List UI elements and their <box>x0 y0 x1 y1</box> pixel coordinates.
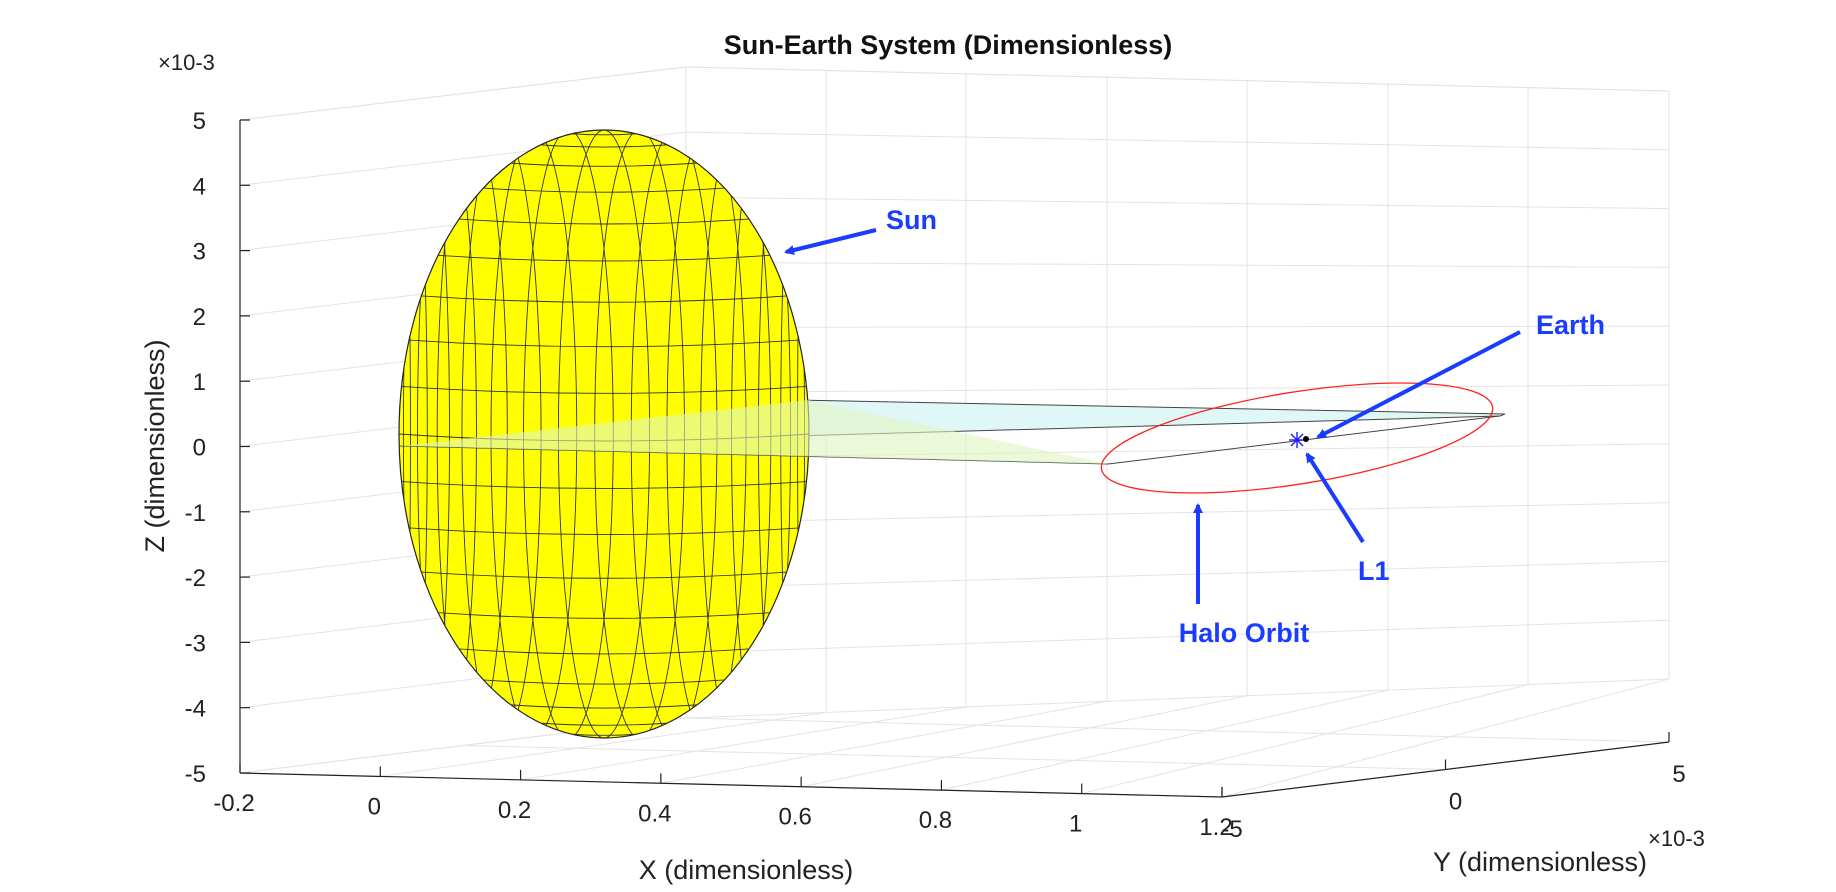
sun-parallel <box>401 385 807 394</box>
y-axis-label: Y (dimensionless) <box>1433 847 1647 877</box>
floor-grid-line <box>1081 684 1529 795</box>
z-tick-label: 2 <box>193 304 206 331</box>
sun-parallel <box>421 295 787 303</box>
z-tick-label: 4 <box>193 173 206 200</box>
ecliptic-plane-front <box>400 400 1108 464</box>
z-tick-label: -5 <box>185 761 206 788</box>
x-tick-label: 1.2 <box>1199 814 1232 841</box>
floor-grid-line <box>462 745 1446 770</box>
z-tick-label: 3 <box>193 239 206 266</box>
x-tick-label: -0.2 <box>213 790 254 817</box>
chart-title: Sun-Earth System (Dimensionless) <box>724 30 1173 60</box>
annotation-earth: Earth <box>1536 310 1605 340</box>
sun-parallel <box>459 218 749 225</box>
x-tick-label: 0 <box>368 793 381 820</box>
sun-parallel <box>571 133 637 136</box>
floor-grid-line <box>520 706 967 781</box>
annotations: Sun Earth L1 Halo Orbit <box>784 205 1605 648</box>
x-tick-label: 0.4 <box>638 800 671 827</box>
z-tick-label: 5 <box>193 108 206 135</box>
floor-grid-line <box>685 717 1670 743</box>
sun-parallel <box>483 187 725 193</box>
annotation-sun: Sun <box>886 205 937 235</box>
z-tick-label: -4 <box>185 696 206 723</box>
sun-meridian <box>399 130 411 738</box>
sun-parallel <box>510 704 698 709</box>
sun-parallel <box>510 162 698 167</box>
sun-parallel <box>438 254 770 262</box>
floor-grid-line <box>941 689 1389 791</box>
z-tick-label: 0 <box>193 435 206 462</box>
sun-parallel <box>483 679 725 685</box>
box-edge <box>685 66 1670 92</box>
annotation-l1: L1 <box>1358 556 1390 586</box>
z-grid-line <box>685 678 1670 719</box>
l1-marker <box>1289 432 1305 448</box>
earth-arrow <box>1316 330 1521 439</box>
x-tick-label: 0.2 <box>498 797 531 824</box>
z-grid-line <box>685 384 1670 393</box>
x-axis-label: X (dimensionless) <box>639 855 854 885</box>
sun-parallel <box>540 722 668 726</box>
x-tick-label: 1 <box>1069 811 1082 838</box>
l1-arrow <box>1305 452 1365 544</box>
z-axis-label: Z (dimensionless) <box>140 339 170 552</box>
z-grid-line <box>685 325 1670 328</box>
sun-arrow <box>784 228 877 255</box>
sun-parallel <box>571 733 637 736</box>
axes-box <box>685 67 1670 718</box>
sun-parallel <box>438 612 770 619</box>
z-tick-label: -2 <box>185 565 206 592</box>
z-tick-label: 1 <box>193 369 206 396</box>
box-edge <box>239 66 687 121</box>
sun-parallel <box>421 571 787 579</box>
z-grid-line <box>685 196 1670 210</box>
z-axis-exponent: ×10-3 <box>158 50 215 75</box>
sun-meridian <box>417 130 477 738</box>
z-tick-label: -1 <box>185 500 206 527</box>
z-grid-line <box>685 261 1670 268</box>
x-axis-line <box>239 772 1223 798</box>
y-axis-exponent: ×10-3 <box>1648 826 1705 851</box>
sun-parallel <box>409 527 799 536</box>
sun-meridian <box>399 130 428 738</box>
earth-marker <box>1303 436 1309 442</box>
z-grid-line <box>685 560 1670 589</box>
sun-parallel <box>540 144 668 148</box>
y-tick-label: -5 <box>1221 816 1242 843</box>
z-tick-label: -3 <box>185 630 206 657</box>
z-grid-line <box>685 131 1670 151</box>
floor-grid-line <box>380 711 827 777</box>
sun-parallel <box>401 481 807 489</box>
z-grid-line <box>685 619 1670 654</box>
floor-grid-line <box>1221 678 1670 798</box>
floor-grid-line <box>660 700 1108 784</box>
halo-orbit <box>1100 382 1494 494</box>
y-tick-label: 5 <box>1672 761 1685 788</box>
sun-parallel <box>409 339 799 348</box>
y-tick-label: 0 <box>1449 789 1462 816</box>
floor-grid-line <box>801 695 1248 788</box>
z-grid-line <box>685 502 1670 524</box>
annotation-halo-orbit: Halo Orbit <box>1179 618 1310 648</box>
x-tick-label: 0.6 <box>778 804 811 831</box>
sun-parallel <box>459 648 749 655</box>
x-tick-label: 0.8 <box>919 807 952 834</box>
